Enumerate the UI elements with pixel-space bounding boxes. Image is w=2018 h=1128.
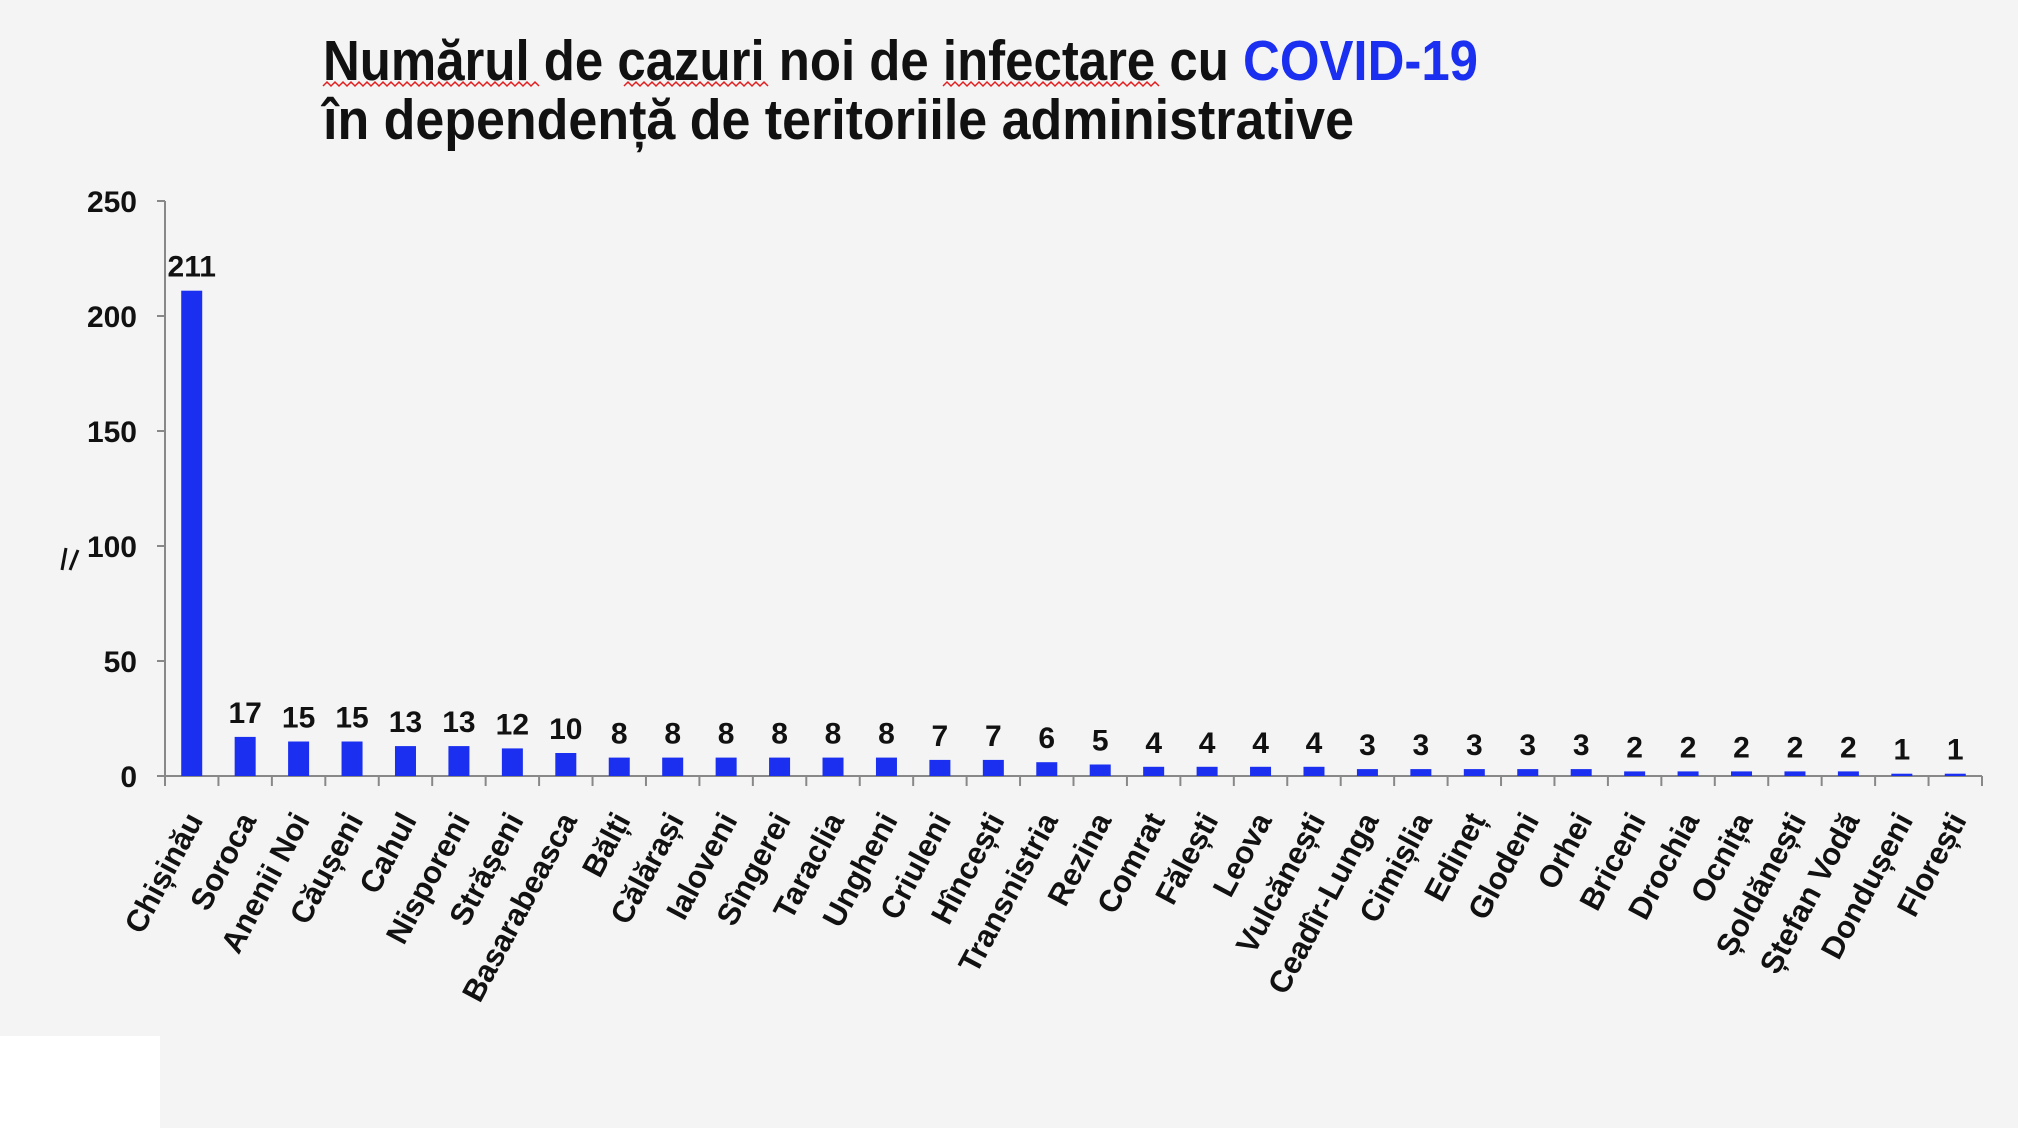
- data-label: 1: [1947, 734, 1964, 767]
- chart-title: Numărul de cazuri noi de infectare cu CO…: [320, 29, 1478, 153]
- bar: [448, 746, 470, 776]
- data-label: 2: [1626, 731, 1643, 764]
- y-tick-label: 100: [87, 531, 137, 564]
- data-label: 8: [718, 718, 735, 751]
- spellcheck-squiggle: [942, 80, 1160, 88]
- data-label: 3: [1413, 729, 1430, 762]
- bar: [1303, 766, 1325, 776]
- data-label: 15: [282, 702, 315, 735]
- axes: 0 50 100 150 200 250: [87, 186, 1983, 794]
- data-label: 211: [168, 251, 216, 284]
- bar: [715, 757, 737, 776]
- data-label: 8: [771, 718, 788, 751]
- bar: [982, 759, 1004, 776]
- bar: [1143, 766, 1165, 776]
- axis-break-mark: [60, 547, 80, 571]
- y-tick-label: 200: [87, 301, 137, 334]
- bar: [1731, 771, 1753, 776]
- title-accent-text: COVID-19: [1243, 29, 1478, 93]
- data-label: 3: [1573, 729, 1590, 762]
- data-label: 3: [1519, 729, 1536, 762]
- data-label: 4: [1306, 727, 1323, 760]
- bar: [608, 757, 630, 776]
- bars: [181, 290, 1966, 776]
- data-label: 1: [1893, 734, 1910, 767]
- data-label: 8: [825, 718, 842, 751]
- bar: [501, 748, 523, 776]
- data-label: 8: [611, 718, 628, 751]
- category-label: Chișinău: [118, 807, 210, 939]
- data-label: 2: [1680, 731, 1697, 764]
- spellcheck-squiggle: [322, 80, 540, 88]
- bar: [341, 741, 363, 776]
- data-label: 13: [389, 706, 422, 739]
- data-label: 5: [1092, 725, 1109, 758]
- bar: [1196, 766, 1218, 776]
- bar: [234, 736, 256, 776]
- bar: [1624, 771, 1646, 776]
- bar: [662, 757, 684, 776]
- bar: [1944, 773, 1966, 776]
- bar: [1356, 769, 1378, 776]
- data-label: 8: [878, 718, 895, 751]
- bar: [1570, 769, 1592, 776]
- blank-corner-box: [0, 1036, 160, 1128]
- title-line-1: Numărul de cazuri noi de infectare cu CO…: [323, 29, 1478, 93]
- bar: [1784, 771, 1806, 776]
- data-label: 3: [1359, 729, 1376, 762]
- data-label: 10: [549, 713, 582, 746]
- data-label: 17: [228, 697, 261, 730]
- bar: [288, 741, 310, 776]
- data-label: 2: [1787, 731, 1804, 764]
- bar: [1250, 766, 1272, 776]
- data-label: 8: [664, 718, 681, 751]
- data-label: 4: [1252, 727, 1269, 760]
- data-label: 15: [335, 702, 368, 735]
- data-label: 4: [1145, 727, 1162, 760]
- spellcheck-squiggle: [623, 80, 769, 88]
- data-label: 7: [985, 720, 1002, 753]
- bar: [394, 746, 416, 776]
- y-tick-label: 250: [87, 186, 137, 219]
- bar: [769, 757, 791, 776]
- y-tick-label: 50: [104, 646, 137, 679]
- spellcheck-underlines: [322, 80, 1160, 88]
- bar: [1837, 771, 1859, 776]
- bar: [1677, 771, 1699, 776]
- bar: [1036, 762, 1058, 776]
- bar: [929, 759, 951, 776]
- bar: [1463, 769, 1485, 776]
- bar: [1517, 769, 1539, 776]
- data-label: 7: [932, 720, 949, 753]
- bar: [181, 290, 203, 776]
- data-label: 13: [442, 706, 475, 739]
- bar: [555, 753, 577, 776]
- y-tick-label: 0: [120, 761, 137, 794]
- data-label: 6: [1038, 722, 1055, 755]
- data-label: 4: [1199, 727, 1216, 760]
- title-line-2: în dependență de teritoriile administrat…: [320, 88, 1354, 153]
- data-label: 3: [1466, 729, 1483, 762]
- data-label: 2: [1840, 731, 1857, 764]
- bar: [1089, 764, 1111, 776]
- data-label: 12: [496, 708, 529, 741]
- bar: [822, 757, 844, 776]
- bar: [1891, 773, 1913, 776]
- bar: [875, 757, 897, 776]
- y-tick-label: 150: [87, 416, 137, 449]
- bar: [1410, 769, 1432, 776]
- data-label: 2: [1733, 731, 1750, 764]
